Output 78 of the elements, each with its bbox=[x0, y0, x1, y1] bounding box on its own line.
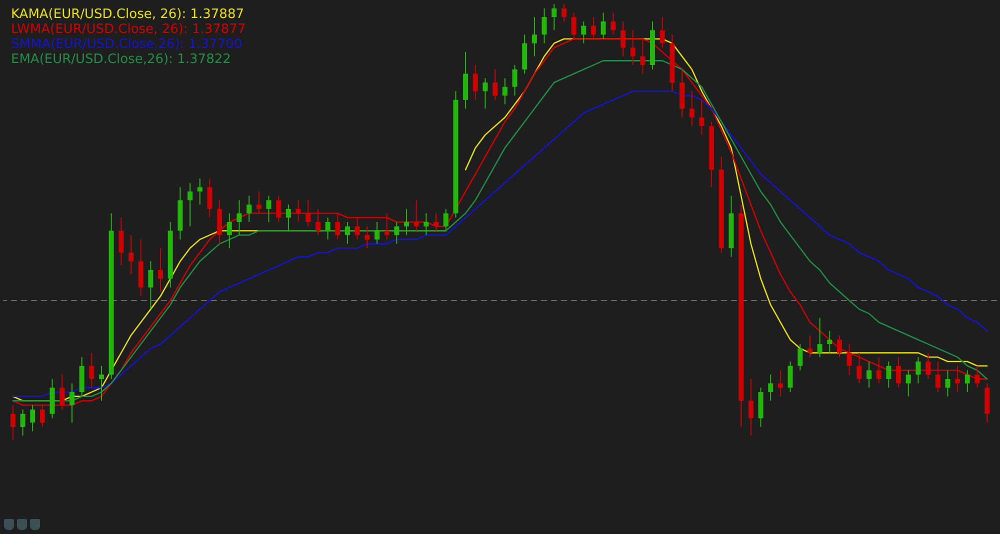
candlestick bbox=[532, 16, 537, 57]
candlestick bbox=[276, 195, 282, 222]
candlestick bbox=[414, 200, 419, 232]
candlestick bbox=[394, 222, 400, 244]
candlestick bbox=[827, 330, 832, 354]
candlestick bbox=[148, 260, 154, 310]
candlestick bbox=[69, 382, 74, 424]
candlestick bbox=[876, 356, 882, 384]
candlestick bbox=[315, 208, 320, 236]
candlestick bbox=[335, 212, 340, 240]
candlestick bbox=[374, 222, 380, 244]
candlestick bbox=[926, 352, 931, 380]
candlestick bbox=[502, 78, 508, 105]
candlestick bbox=[768, 374, 774, 402]
candlestick bbox=[98, 365, 104, 402]
candlestick bbox=[798, 344, 803, 371]
candlestick bbox=[660, 16, 665, 48]
candlestick bbox=[581, 20, 586, 44]
candlestick bbox=[434, 212, 439, 232]
candlestick bbox=[788, 361, 793, 393]
candlestick bbox=[482, 78, 488, 110]
candlestick bbox=[817, 317, 822, 358]
text: SMMA(EUR/USD.Close,26): 1.37700 bbox=[11, 37, 242, 52]
candlestick bbox=[286, 204, 291, 232]
candlestick bbox=[118, 217, 124, 266]
candlestick bbox=[906, 370, 911, 397]
candlestick bbox=[10, 404, 16, 440]
candlestick bbox=[561, 4, 566, 22]
candlestick bbox=[20, 408, 26, 436]
candlestick bbox=[188, 182, 193, 227]
candlestick bbox=[492, 68, 498, 100]
candlestick bbox=[325, 217, 330, 240]
candlestick bbox=[30, 404, 36, 432]
candlestick bbox=[226, 212, 232, 249]
candlestick bbox=[846, 344, 852, 376]
candlestick bbox=[610, 12, 616, 36]
candlestick bbox=[207, 178, 212, 218]
candlestick bbox=[384, 212, 390, 240]
candlestick bbox=[512, 64, 518, 96]
candlestick bbox=[689, 90, 694, 127]
candlestick bbox=[542, 8, 547, 44]
candlestick bbox=[856, 352, 862, 384]
candlestick bbox=[974, 365, 980, 388]
candlestick bbox=[935, 361, 940, 393]
candlestick bbox=[955, 365, 960, 393]
candlestick bbox=[836, 334, 842, 358]
candlestick bbox=[896, 356, 902, 388]
candlestick bbox=[866, 361, 872, 388]
candlestick bbox=[306, 200, 311, 227]
candlestick bbox=[197, 178, 202, 206]
candlestick bbox=[886, 361, 892, 388]
candlestick bbox=[443, 208, 448, 232]
text: KAMA(EUR/USD.Close, 26): 1.37887 bbox=[11, 7, 244, 22]
candlestick bbox=[266, 195, 272, 222]
candlestick bbox=[404, 208, 410, 236]
text: LWMA(EUR/USD.Close, 26): 1.37877 bbox=[11, 22, 246, 37]
candlestick bbox=[964, 370, 970, 393]
candlestick bbox=[945, 370, 950, 397]
candlestick bbox=[89, 352, 94, 388]
candlestick bbox=[344, 222, 350, 244]
candlestick bbox=[778, 370, 783, 397]
candlestick bbox=[699, 99, 704, 136]
text: EMA(EUR/USD.Close,26): 1.37822 bbox=[11, 52, 231, 67]
candlestick bbox=[552, 4, 557, 31]
candlestick bbox=[600, 12, 606, 40]
candlestick bbox=[158, 248, 164, 292]
candlestick bbox=[256, 190, 262, 214]
candlestick bbox=[296, 200, 301, 222]
candlestick bbox=[128, 234, 134, 275]
candlestick bbox=[807, 334, 812, 358]
candlestick bbox=[236, 200, 242, 236]
candlestick bbox=[424, 212, 429, 236]
candlestick bbox=[246, 195, 252, 222]
candlestick bbox=[748, 378, 754, 436]
candlestick bbox=[472, 64, 478, 100]
candlestick bbox=[364, 226, 370, 249]
candlestick bbox=[354, 217, 360, 240]
candlestick bbox=[916, 356, 921, 384]
